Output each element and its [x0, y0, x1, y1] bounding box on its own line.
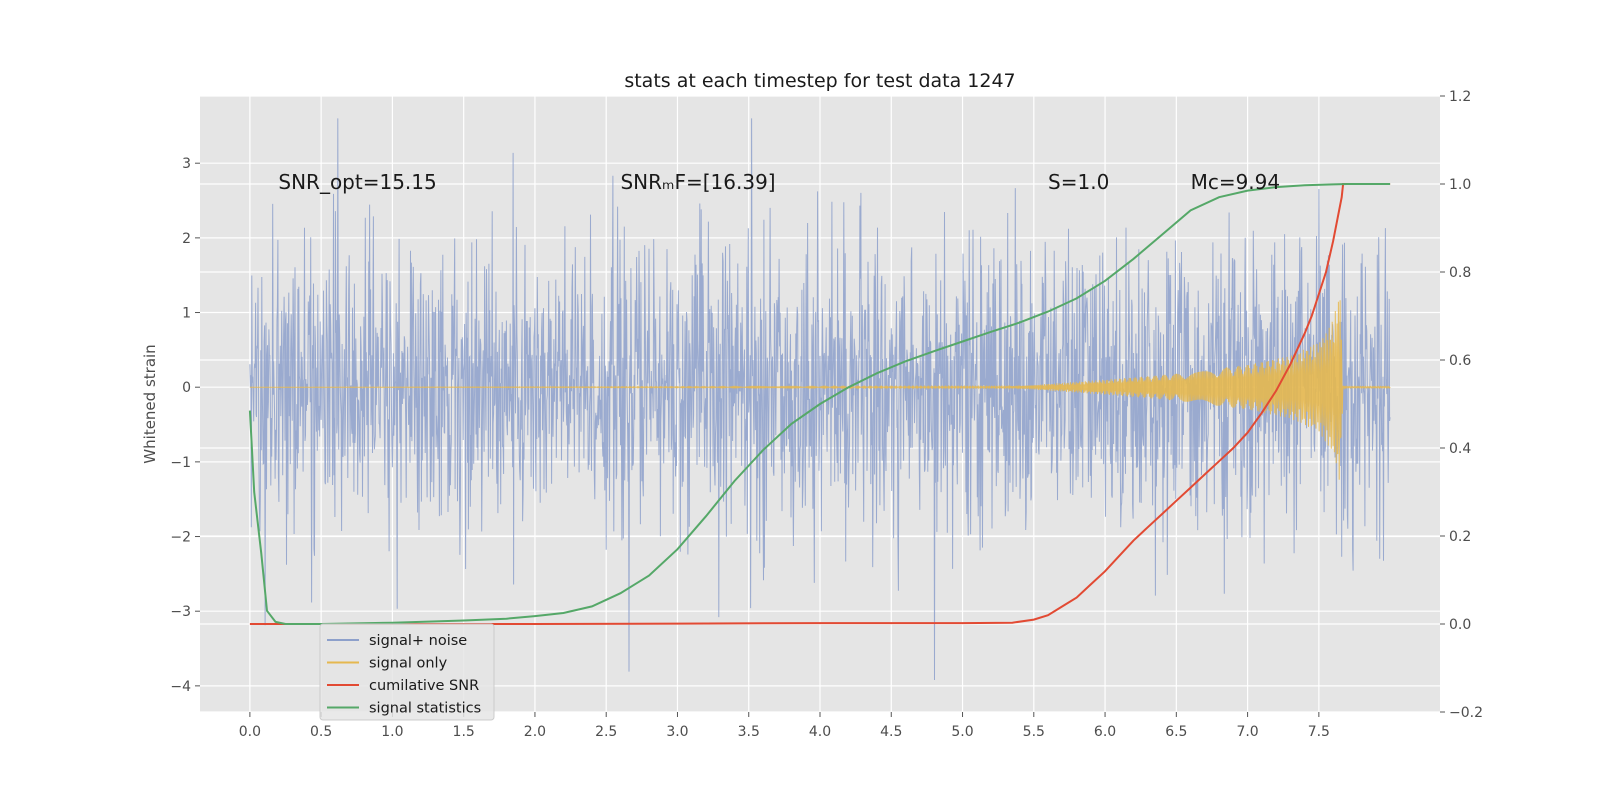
legend-label: signal statistics	[369, 701, 481, 717]
x-tick-label: 1.5	[453, 724, 475, 740]
annotation-text: SNRₘF=[16.39]	[620, 170, 775, 194]
signal-noise-line	[249, 118, 1391, 681]
y-right-tick-label: 0.0	[1449, 617, 1471, 633]
y-right-tick-label: 0.2	[1449, 529, 1471, 545]
y-right-tick-label: −0.2	[1449, 705, 1483, 721]
x-tick-label: 3.5	[738, 724, 760, 740]
y-tick-label: −1	[170, 455, 191, 471]
x-tick-label: 5.5	[1023, 724, 1045, 740]
legend-label: cumilative SNR	[369, 678, 479, 694]
chart-title: stats at each timestep for test data 124…	[624, 70, 1015, 92]
y-right-tick-label: 1.2	[1449, 89, 1471, 105]
legend-label: signal+ noise	[369, 633, 467, 649]
y-right-tick-label: 0.6	[1449, 353, 1471, 369]
y-tick-label: 1	[182, 306, 191, 322]
y-tick-label: −4	[170, 679, 191, 695]
y-tick-label: 2	[182, 231, 191, 247]
x-tick-label: 4.5	[880, 724, 902, 740]
annotation-text: S=1.0	[1048, 170, 1109, 194]
y-tick-label: −3	[170, 604, 191, 620]
signal-only-line	[249, 300, 1391, 480]
x-tick-label: 0.0	[239, 724, 261, 740]
y-right-tick-label: 1.0	[1449, 177, 1471, 193]
x-tick-label: 2.5	[595, 724, 617, 740]
y-tick-label: −2	[170, 530, 191, 546]
y-tick-label: 0	[182, 380, 191, 396]
y-right-tick-label: 0.8	[1449, 265, 1471, 281]
x-tick-label: 5.0	[951, 724, 973, 740]
x-tick-label: 4.0	[809, 724, 831, 740]
x-tick-label: 7.5	[1308, 724, 1330, 740]
axis-ticks: 0.0 0.5 1.0 1.5 2.0 2.5 3.0 3.5 4.0 4.5 5.0 5.5 6.0 6…	[170, 89, 1483, 740]
legend-box	[319, 623, 495, 721]
x-tick-label: 3.0	[666, 724, 688, 740]
series-layer	[248, 118, 1391, 681]
y-axis-label: Whitened strain	[141, 344, 159, 463]
cumulative-snr-line	[249, 183, 1391, 625]
annotation-text: Mᴄ=9.94	[1191, 170, 1281, 194]
annotation-text: SNR_opt=15.15	[278, 170, 436, 194]
legend-items: signal+ noise signal only cumilative SNR si…	[327, 633, 481, 717]
y-tick-label: 3	[182, 156, 191, 172]
x-tick-label: 0.5	[310, 724, 332, 740]
x-tick-label: 6.0	[1094, 724, 1116, 740]
x-tick-label: 6.5	[1165, 724, 1187, 740]
x-tick-label: 7.0	[1236, 724, 1258, 740]
x-tick-label: 2.0	[524, 724, 546, 740]
x-tick-label: 1.0	[381, 724, 403, 740]
y-right-tick-label: 0.4	[1449, 441, 1471, 457]
signal-statistics-line	[248, 183, 1391, 625]
legend-label: signal only	[369, 656, 448, 672]
annotations: SNR_opt=15.15 SNRₘF=[16.39] S=1.0 Mᴄ=9.94	[278, 170, 1280, 194]
legend: signal+ noise signal only cumilative SNR si…	[319, 623, 495, 721]
